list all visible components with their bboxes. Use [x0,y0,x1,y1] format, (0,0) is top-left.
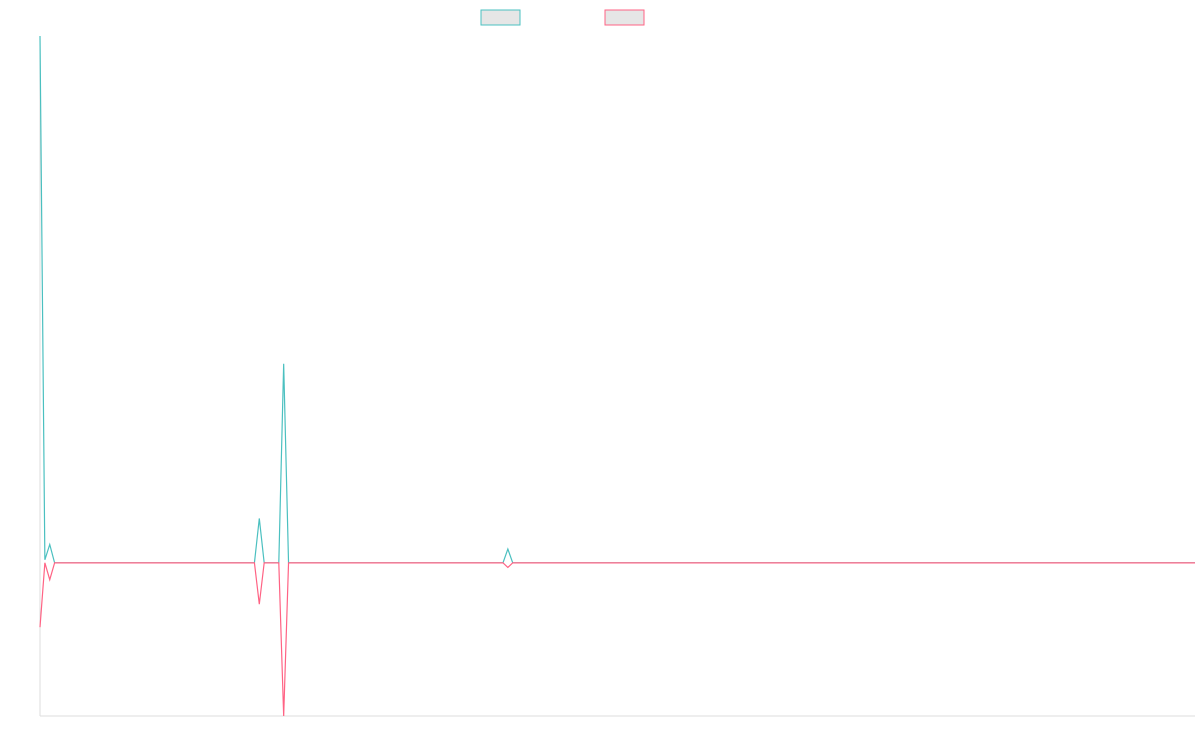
series-line [39,562,1195,717]
legend-swatch[interactable] [480,9,521,26]
series-line [39,35,1195,564]
legend-swatch[interactable] [604,9,645,26]
